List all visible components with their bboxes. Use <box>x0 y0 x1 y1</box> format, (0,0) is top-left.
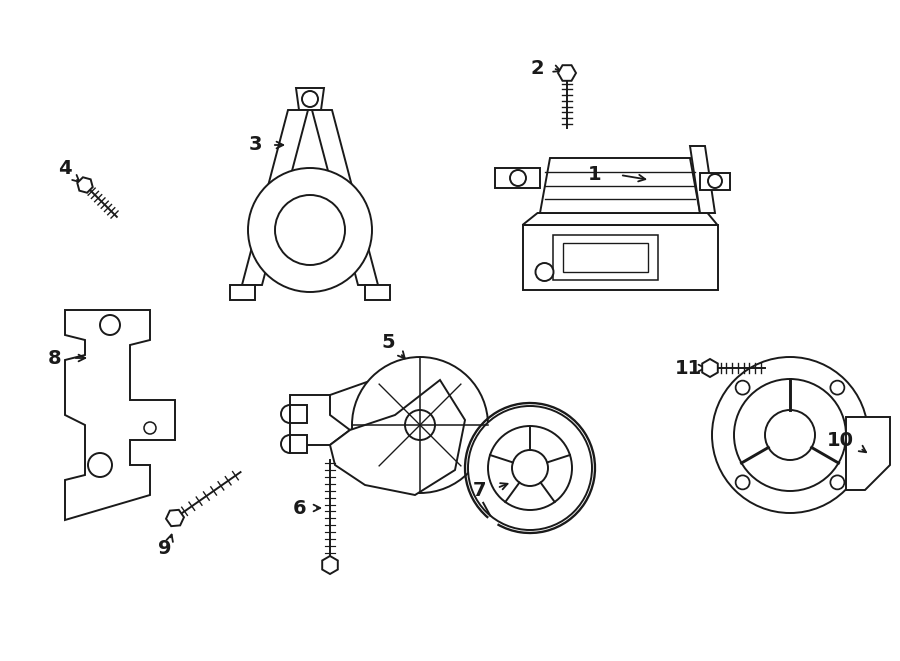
Circle shape <box>88 453 112 477</box>
Polygon shape <box>77 177 93 193</box>
Text: 6: 6 <box>293 498 307 518</box>
Circle shape <box>734 379 846 491</box>
Circle shape <box>831 475 844 489</box>
Polygon shape <box>523 225 717 290</box>
Circle shape <box>712 357 868 513</box>
Circle shape <box>468 406 592 530</box>
Text: 9: 9 <box>158 539 172 557</box>
Polygon shape <box>562 243 647 272</box>
Circle shape <box>100 315 120 335</box>
Polygon shape <box>290 395 350 445</box>
Circle shape <box>512 450 548 486</box>
Polygon shape <box>290 405 307 423</box>
Polygon shape <box>166 510 184 526</box>
Circle shape <box>510 170 526 186</box>
Text: 3: 3 <box>248 136 262 155</box>
Polygon shape <box>495 168 540 188</box>
Polygon shape <box>296 88 324 110</box>
Polygon shape <box>700 173 730 190</box>
Circle shape <box>536 263 554 281</box>
Text: 4: 4 <box>58 159 72 178</box>
Polygon shape <box>322 556 338 574</box>
Polygon shape <box>312 110 378 285</box>
Circle shape <box>735 381 750 395</box>
Polygon shape <box>65 310 175 520</box>
Polygon shape <box>230 285 255 300</box>
Polygon shape <box>268 190 352 210</box>
Polygon shape <box>330 365 440 430</box>
Text: 11: 11 <box>674 358 702 377</box>
Polygon shape <box>242 110 308 285</box>
Circle shape <box>735 475 750 489</box>
Text: 5: 5 <box>382 334 395 352</box>
Circle shape <box>275 195 345 265</box>
Polygon shape <box>330 380 465 495</box>
Circle shape <box>405 410 435 440</box>
Text: 1: 1 <box>589 165 602 184</box>
Circle shape <box>144 422 156 434</box>
Text: 2: 2 <box>530 59 544 77</box>
Circle shape <box>352 357 488 493</box>
Text: 8: 8 <box>49 348 62 368</box>
Circle shape <box>302 91 318 107</box>
Text: 10: 10 <box>826 430 853 449</box>
Polygon shape <box>690 146 715 213</box>
Polygon shape <box>540 158 700 213</box>
Circle shape <box>765 410 815 460</box>
Polygon shape <box>365 285 390 300</box>
Circle shape <box>248 168 372 292</box>
Polygon shape <box>558 65 576 81</box>
Text: 7: 7 <box>473 481 487 500</box>
Polygon shape <box>846 417 890 490</box>
Circle shape <box>831 381 844 395</box>
Circle shape <box>708 174 722 188</box>
Polygon shape <box>553 235 658 280</box>
Polygon shape <box>290 435 307 453</box>
Polygon shape <box>702 359 718 377</box>
Circle shape <box>488 426 572 510</box>
Polygon shape <box>523 213 717 225</box>
